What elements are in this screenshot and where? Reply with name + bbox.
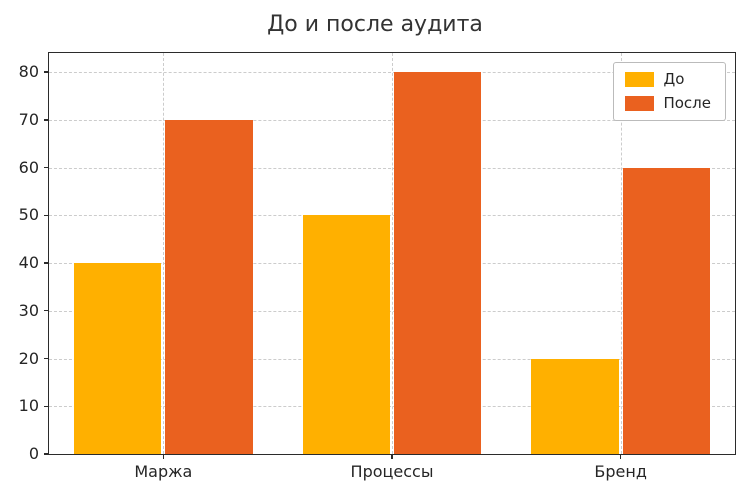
y-tick-mark: [44, 214, 49, 216]
bar-До-Процессы: [302, 215, 390, 454]
y-tick-mark: [44, 71, 49, 73]
x-tick-label: Маржа: [134, 462, 193, 481]
legend-label-До: До: [663, 70, 685, 88]
y-tick-label: 50: [18, 205, 39, 225]
v-gridline: [163, 53, 165, 454]
y-tick-mark: [44, 310, 49, 312]
y-tick-label: 70: [18, 109, 39, 129]
y-tick-mark: [44, 405, 49, 407]
bar-После-Маржа: [165, 119, 253, 454]
y-tick-label: 40: [18, 253, 39, 273]
legend-swatch-До: [625, 72, 655, 87]
x-tick-mark: [619, 454, 622, 459]
bar-После-Процессы: [394, 72, 482, 454]
y-tick-mark: [44, 166, 49, 169]
y-tick-label: 60: [18, 157, 39, 177]
bar-До-Маржа: [74, 263, 162, 454]
x-tick-mark: [162, 454, 165, 459]
bar-До-Бренд: [531, 358, 619, 454]
bar-После-Бренд: [622, 167, 710, 454]
x-tick-label: Процессы: [350, 462, 434, 481]
legend-item-После: После: [625, 96, 711, 111]
y-tick-mark: [44, 262, 49, 264]
v-gridline: [392, 53, 393, 454]
y-tick-label: 20: [18, 348, 39, 368]
y-tick-label: 0: [28, 444, 39, 463]
legend-swatch-После: [625, 96, 655, 111]
y-tick-mark: [44, 453, 49, 455]
legend-item-До: До: [625, 72, 711, 87]
v-gridline: [620, 53, 622, 454]
legend: До После: [613, 62, 726, 121]
legend-label-После: После: [663, 94, 711, 112]
x-tick-mark: [391, 454, 393, 459]
y-tick-mark: [44, 357, 49, 360]
y-tick-label: 30: [18, 300, 39, 320]
plot-area: 0 10 20 30 40 50 60 70 80 Маржа Процессы Бренд До П…: [19, 52, 736, 481]
y-tick-mark: [44, 119, 49, 121]
chart-title: До и после аудита: [267, 12, 483, 37]
y-tick-label: 10: [18, 396, 39, 416]
x-tick-label: Бренд: [594, 462, 647, 481]
y-tick-label: 80: [18, 62, 39, 82]
